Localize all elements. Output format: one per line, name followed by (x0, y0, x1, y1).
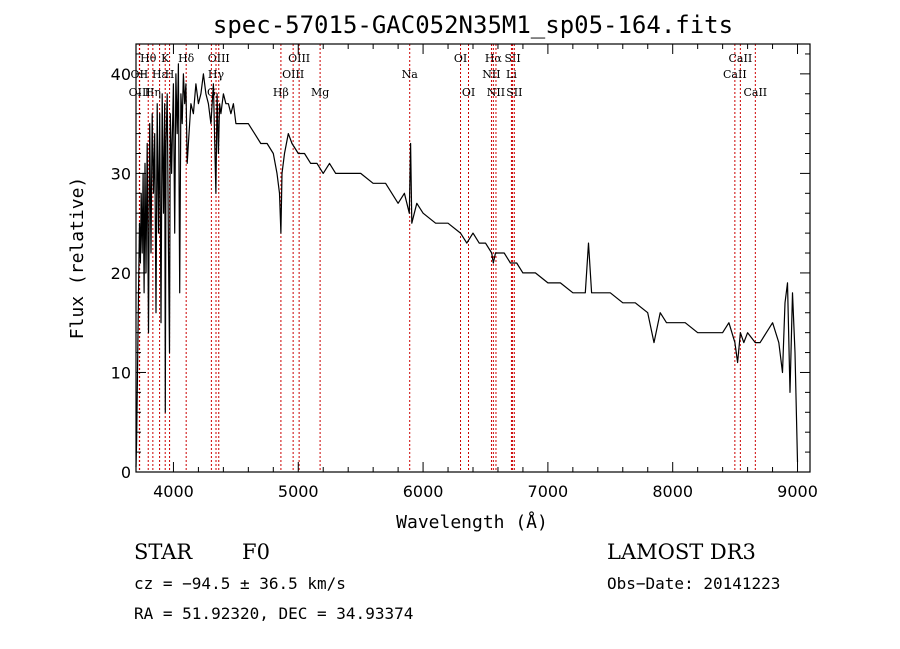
line-label-OIII: OIII (288, 52, 310, 65)
redshift-velocity: cz = −94.5 ± 36.5 km/s (134, 574, 346, 593)
line-label-CaII: CaII (723, 68, 747, 81)
line-label-SII: SII (506, 86, 522, 99)
line-label-Na: Na (402, 68, 419, 81)
subclass: F0 (242, 540, 270, 564)
y-axis-label: Flux (relative) (67, 177, 88, 340)
line-label-Hγ: Hγ (208, 68, 225, 81)
line-label-Mg: Mg (311, 86, 329, 99)
x-tick-label: 8000 (652, 482, 693, 501)
line-label-H: H (165, 68, 175, 81)
line-label-Hβ: Hβ (273, 86, 289, 99)
line-label-Hδ: Hδ (178, 52, 195, 65)
axis-ticks: 4000 5000 6000 7000 8000 9000 0 10 20 30 40 (111, 44, 818, 501)
line-label-Hη: Hη (145, 86, 161, 99)
line-label-G: G (207, 86, 216, 99)
y-tick-label: 10 (111, 363, 131, 382)
x-tick-label: 4000 (153, 482, 194, 501)
x-tick-label: 6000 (403, 482, 444, 501)
x-tick-label: 9000 (777, 482, 818, 501)
line-label-K: K (161, 52, 170, 65)
line-label-CaII: CaII (729, 52, 753, 65)
y-tick-label: 40 (111, 65, 131, 84)
x-tick-label: 7000 (528, 482, 569, 501)
survey-label: LAMOST DR3 (607, 540, 756, 564)
line-label-OI: OI (462, 86, 475, 99)
line-label-OIII: OIII (208, 52, 230, 65)
spectrum-line (135, 63, 799, 468)
x-tick-label: 5000 (278, 482, 319, 501)
obs-date: Obs−Date: 20141223 (607, 574, 781, 593)
y-tick-label: 30 (111, 164, 131, 183)
y-tick-label: 20 (111, 264, 131, 283)
chart-title: spec-57015-GAC052N35M1_sp05-164.fits (213, 11, 733, 39)
x-axis-label: Wavelength (Å) (396, 511, 548, 533)
line-label-SII: SII (504, 52, 520, 65)
line-label-Li: Li (506, 68, 517, 81)
coordinates: RA = 51.92320, DEC = 34.93374 (134, 604, 414, 623)
line-label-NII: NII (482, 68, 500, 81)
plot-frame (135, 43, 811, 473)
line-label-Hε: Hε (152, 68, 168, 81)
spectrum-chart: spec-57015-GAC052N35M1_sp05-164.fits Hθ O… (67, 11, 818, 533)
line-label-NII: NII (487, 86, 505, 99)
line-label-OIII: OIII (282, 68, 304, 81)
line-label-OIII: OIII (129, 86, 151, 99)
line-label-Hα: Hα (485, 52, 503, 65)
object-class: STAR (134, 540, 193, 564)
y-tick-label: 0 (121, 463, 131, 482)
line-label-OI: OI (454, 52, 467, 65)
line-label-OII: OII (131, 68, 149, 81)
line-label-CaII: CaII (743, 86, 767, 99)
line-label-Hθ: Hθ (140, 52, 157, 65)
